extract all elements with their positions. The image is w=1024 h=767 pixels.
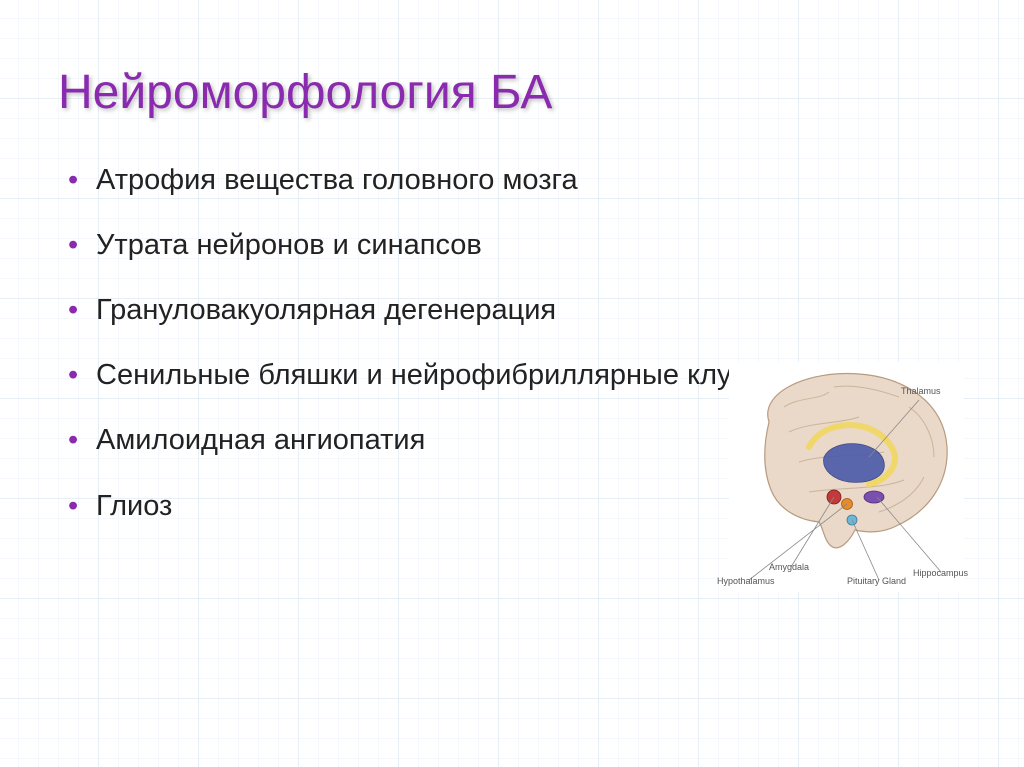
list-item: Грануловакуолярная дегенерация bbox=[58, 292, 966, 329]
label-amygdala: Amygdala bbox=[769, 562, 809, 572]
label-pituitary: Pituitary Gland bbox=[847, 576, 906, 586]
label-thalamus: Thalamus bbox=[901, 386, 941, 396]
list-item: Утрата нейронов и синапсов bbox=[58, 227, 966, 264]
brain-diagram: Thalamus Amygdala Hypothalamus Pituitary… bbox=[729, 362, 964, 592]
slide-title: Нейроморфология БА bbox=[58, 65, 966, 120]
label-hippocampus: Hippocampus bbox=[913, 568, 968, 578]
brain-svg bbox=[729, 362, 964, 592]
list-item: Атрофия вещества головного мозга bbox=[58, 162, 966, 199]
label-hypothalamus: Hypothalamus bbox=[717, 576, 775, 586]
